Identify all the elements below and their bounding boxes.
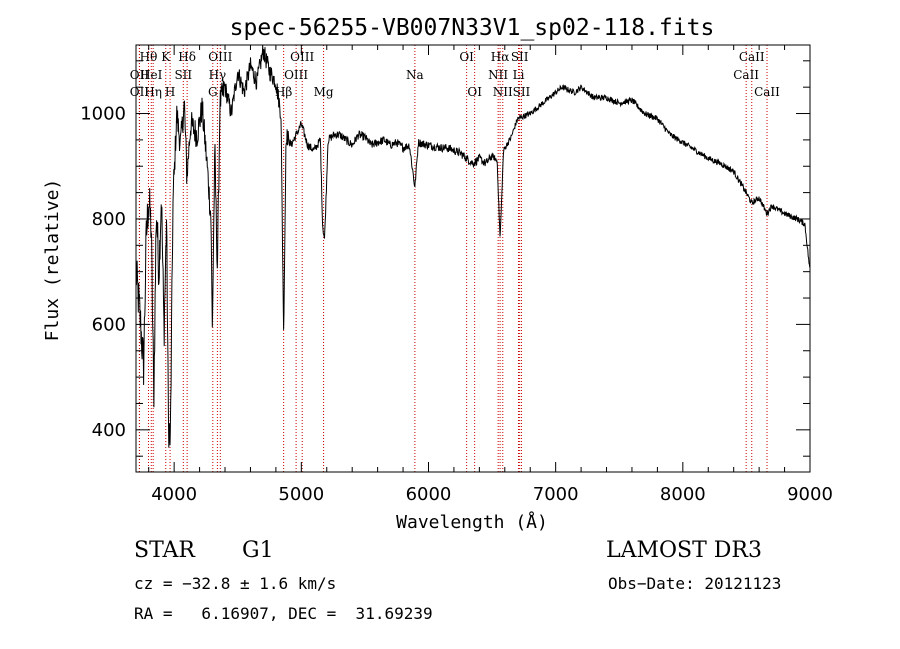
line-marker-label: OII bbox=[130, 85, 150, 99]
line-marker-label: G bbox=[208, 85, 218, 99]
obs-date: Obs−Date: 20121123 bbox=[608, 574, 782, 593]
x-tick-label: 6000 bbox=[406, 484, 452, 505]
x-tick-label: 7000 bbox=[533, 484, 579, 505]
plot-frame bbox=[135, 44, 811, 473]
line-marker-label: Hθ bbox=[140, 50, 158, 64]
spectrum-line bbox=[135, 45, 811, 448]
x-tick-label: 9000 bbox=[787, 484, 833, 505]
line-marker-label: OIII bbox=[208, 50, 232, 64]
y-tick-label: 800 bbox=[92, 209, 126, 230]
line-marker-label: Hβ bbox=[275, 85, 292, 99]
line-marker-label: OIII bbox=[284, 68, 308, 82]
line-marker-label: Hη bbox=[144, 85, 162, 99]
line-marker-label: OI bbox=[467, 85, 482, 99]
x-tick-label: 8000 bbox=[660, 484, 706, 505]
line-marker-label: OI bbox=[459, 50, 474, 64]
line-marker-label: NII bbox=[493, 85, 513, 99]
line-marker-label: HeI bbox=[140, 68, 163, 82]
line-marker-label: OIII bbox=[290, 50, 314, 64]
line-marker-label: Na bbox=[406, 68, 424, 82]
survey-label: LAMOST DR3 bbox=[606, 538, 762, 563]
line-marker-label: SII bbox=[513, 85, 531, 99]
line-marker-label: OII bbox=[130, 68, 150, 82]
line-marker-label: SII bbox=[511, 50, 529, 64]
y-tick-label: 600 bbox=[92, 314, 126, 335]
line-marker-label: Hδ bbox=[178, 50, 196, 64]
object-subclass: G1 bbox=[242, 538, 274, 563]
line-marker-label: CaII bbox=[754, 85, 780, 99]
x-tick-label: 5000 bbox=[278, 484, 324, 505]
line-marker-label: Hγ bbox=[209, 68, 227, 82]
chart-title: spec-56255-VB007N33V1_sp02-118.fits bbox=[230, 15, 715, 41]
y-tick-label: 400 bbox=[92, 420, 126, 441]
line-marker-label: CaII bbox=[739, 50, 765, 64]
line-marker-label: CaII bbox=[733, 68, 759, 82]
line-marker-label: Hα bbox=[491, 50, 510, 64]
line-markers bbox=[138, 45, 768, 472]
line-marker-label: SII bbox=[174, 68, 192, 82]
x-tick-label: 4000 bbox=[151, 484, 197, 505]
coordinates: RA = 6.16907, DEC = 31.69239 bbox=[134, 604, 433, 623]
object-class: STAR bbox=[134, 538, 195, 563]
line-marker-label: NII bbox=[488, 68, 508, 82]
line-marker-label: H bbox=[165, 85, 175, 99]
line-marker-label: K bbox=[161, 50, 171, 64]
cz-readout: cz = −32.8 ± 1.6 km/s bbox=[134, 574, 337, 593]
line-marker-label: Li bbox=[513, 68, 525, 82]
x-axis-label: Wavelength (Å) bbox=[396, 511, 548, 533]
axis-ticks: 4000 5000 6000 7000 8000 9000 400 600 800 1000 bbox=[80, 45, 833, 505]
y-tick-label: 1000 bbox=[80, 104, 126, 125]
y-axis-label: Flux (relative) bbox=[42, 179, 63, 342]
line-marker-label: Mg bbox=[314, 85, 334, 99]
